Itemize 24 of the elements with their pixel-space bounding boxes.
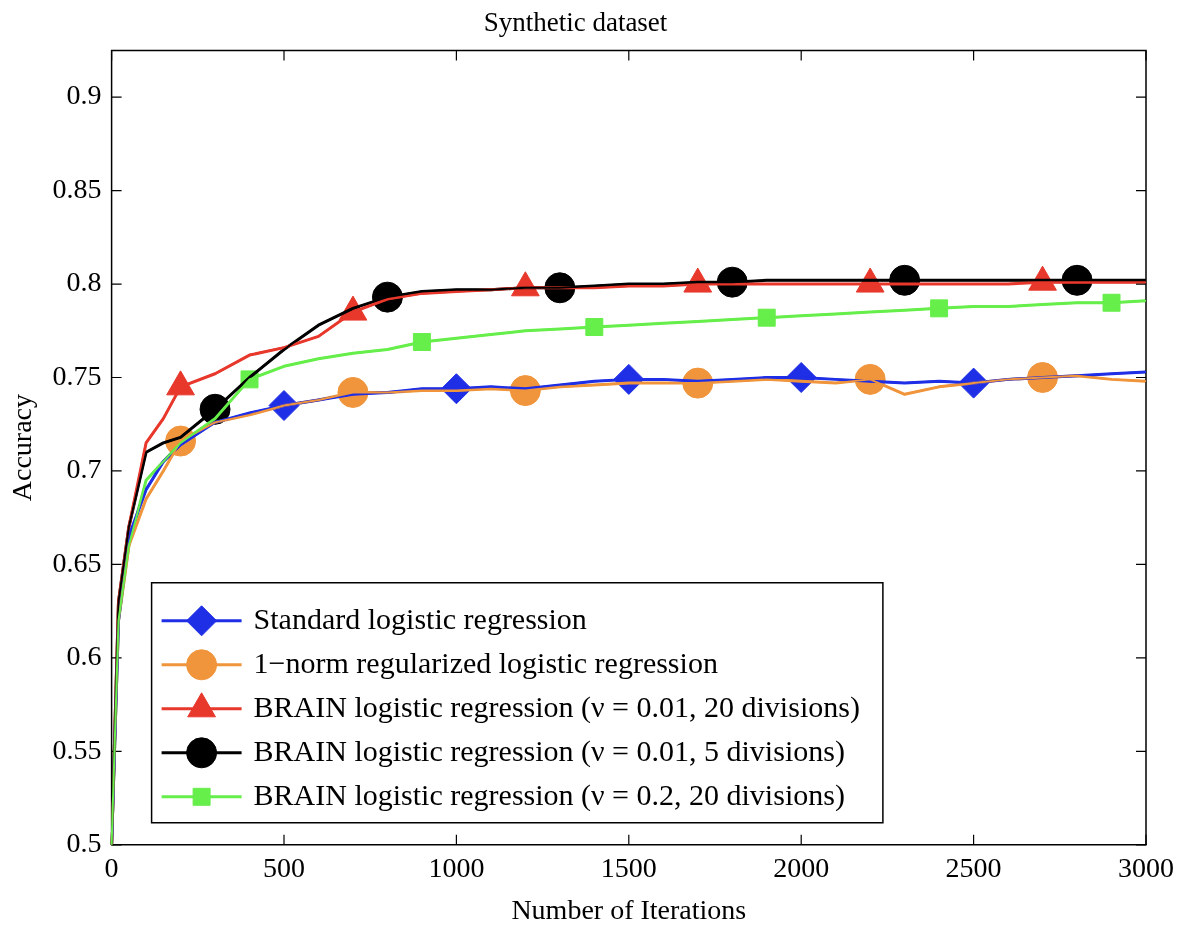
y-tick-label: 0.8 [66, 266, 102, 298]
legend-label: Standard logistic regression [253, 601, 587, 635]
y-tick-label: 0.65 [52, 546, 102, 578]
x-tick-label: 0 [104, 851, 119, 883]
legend-label: 1−norm regularized logistic regression [253, 645, 718, 679]
x-tick-label: 3000 [1118, 851, 1174, 883]
chart-title: Synthetic dataset [483, 7, 668, 38]
x-tick-label: 2500 [945, 851, 1002, 883]
y-tick-label: 0.85 [52, 172, 102, 204]
y-tick-label: 0.75 [52, 359, 102, 391]
y-tick-label: 0.7 [66, 453, 102, 485]
x-tick-label: 1000 [428, 851, 485, 883]
y-axis-title: Accuracy [6, 393, 38, 502]
x-tick-label: 2000 [773, 851, 830, 883]
legend-label: BRAIN logistic regression (ν = 0.2, 20 divisions) [253, 777, 845, 812]
legend-label: BRAIN logistic regression (ν = 0.01, 5 divisions) [253, 733, 845, 768]
y-tick-label: 0.55 [52, 733, 102, 765]
legend-label: BRAIN logistic regression (ν = 0.01, 20 divisions) [253, 689, 860, 724]
y-tick-label: 0.6 [66, 640, 102, 672]
x-tick-label: 1500 [600, 851, 657, 883]
x-tick-label: 500 [263, 851, 305, 883]
y-tick-label: 0.5 [66, 827, 102, 859]
x-axis-title: Number of Iterations [511, 893, 747, 925]
y-tick-label: 0.9 [66, 79, 102, 111]
